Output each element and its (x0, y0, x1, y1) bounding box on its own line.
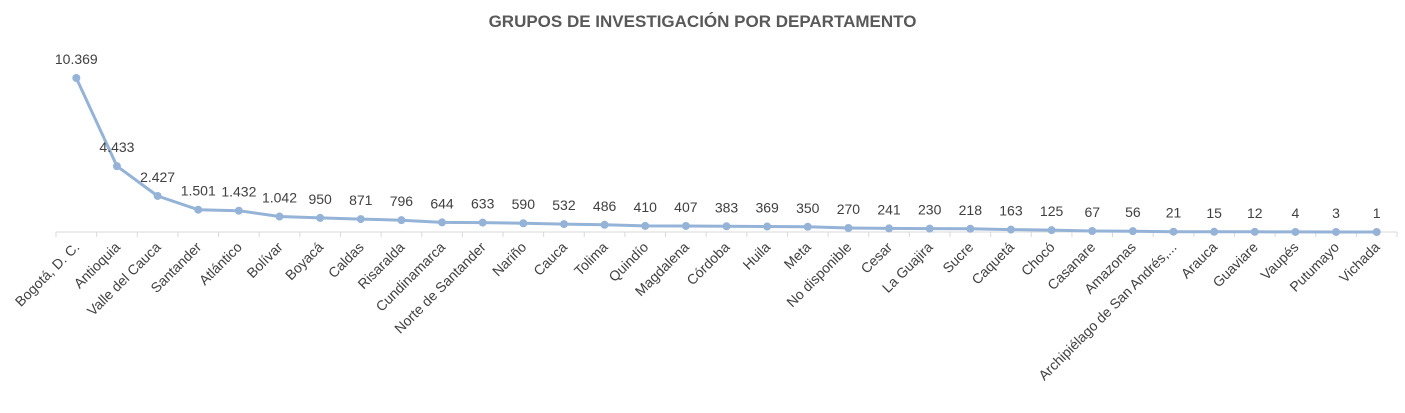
data-label: 163 (999, 203, 1023, 219)
data-point (1291, 227, 1300, 236)
data-label: 125 (1040, 203, 1064, 219)
data-label: 10.369 (55, 51, 98, 67)
data-point (763, 222, 772, 231)
data-point (1088, 227, 1097, 236)
data-point (72, 74, 81, 82)
data-point (1169, 227, 1178, 236)
data-label: 270 (837, 201, 861, 217)
data-point (559, 220, 568, 229)
x-tick-label: Boyacá (282, 239, 326, 283)
data-point (478, 218, 487, 227)
data-label: 1.432 (221, 184, 256, 200)
data-label: 2.427 (140, 169, 175, 185)
chart-title: GRUPOS DE INVESTIGACIÓN POR DEPARTAMENTO (488, 12, 917, 31)
x-tick-label: Vichada (1336, 239, 1383, 286)
x-tick-label: Nariño (489, 239, 530, 280)
data-point (966, 224, 975, 233)
data-label: 871 (349, 192, 373, 208)
data-label: 383 (715, 199, 739, 215)
x-tick-label: Guaviare (1209, 239, 1261, 291)
data-point (356, 215, 365, 224)
data-label: 486 (593, 198, 617, 214)
x-tick-label: Sucre (939, 239, 976, 276)
x-tick-label: Bolívar (243, 239, 285, 281)
data-label: 950 (308, 191, 332, 207)
data-label: 15 (1206, 205, 1222, 221)
x-tick-label: Meta (781, 239, 814, 272)
data-point (1006, 225, 1015, 234)
data-point (600, 220, 609, 229)
data-label: 644 (430, 195, 454, 211)
data-point (519, 219, 528, 228)
data-point (112, 162, 121, 171)
data-point (925, 224, 934, 233)
data-label: 410 (634, 199, 658, 215)
data-point (1372, 227, 1381, 236)
data-point (1210, 227, 1219, 236)
data-label: 369 (755, 200, 779, 216)
data-point (803, 222, 812, 231)
data-label: 1 (1373, 205, 1381, 221)
data-point (438, 218, 447, 227)
data-label: 532 (552, 197, 576, 213)
data-label: 1.501 (181, 183, 216, 199)
data-label: 218 (959, 202, 983, 218)
x-tick-label: Cesar (857, 239, 895, 277)
data-label: 796 (390, 193, 414, 209)
data-point (1250, 227, 1259, 236)
data-label: 407 (674, 199, 698, 215)
data-point (1128, 227, 1137, 236)
data-label: 56 (1125, 204, 1141, 220)
data-point (153, 191, 162, 200)
data-point (316, 213, 325, 222)
data-label: 12 (1247, 205, 1263, 221)
x-tick-label: Cauca (530, 239, 570, 279)
data-label: 4.433 (99, 139, 134, 155)
data-point (641, 221, 650, 230)
data-label: 67 (1084, 204, 1100, 220)
x-tick-label: Bogotá, D. C. (12, 239, 83, 310)
data-label: 3 (1332, 205, 1340, 221)
x-tick-label: Córdoba (683, 239, 732, 288)
data-label: 1.042 (262, 190, 297, 206)
data-point (194, 205, 203, 214)
data-label: 350 (796, 200, 820, 216)
data-label: 4 (1292, 205, 1300, 221)
data-label: 590 (512, 196, 536, 212)
data-point (275, 212, 284, 221)
data-point (885, 224, 894, 233)
data-label: 21 (1166, 205, 1182, 221)
data-point (1332, 227, 1341, 236)
data-label: 633 (471, 196, 495, 212)
data-point (397, 216, 406, 225)
data-point (844, 223, 853, 232)
data-label: 230 (918, 202, 942, 218)
data-point (722, 222, 731, 231)
x-tick-label: Caquetá (968, 239, 1017, 288)
x-tick-label: Atlántico (196, 239, 245, 288)
data-point (234, 206, 243, 215)
x-tick-label: Huila (739, 239, 773, 273)
data-point (1047, 226, 1056, 235)
data-point (681, 221, 690, 230)
data-label: 241 (877, 201, 901, 217)
